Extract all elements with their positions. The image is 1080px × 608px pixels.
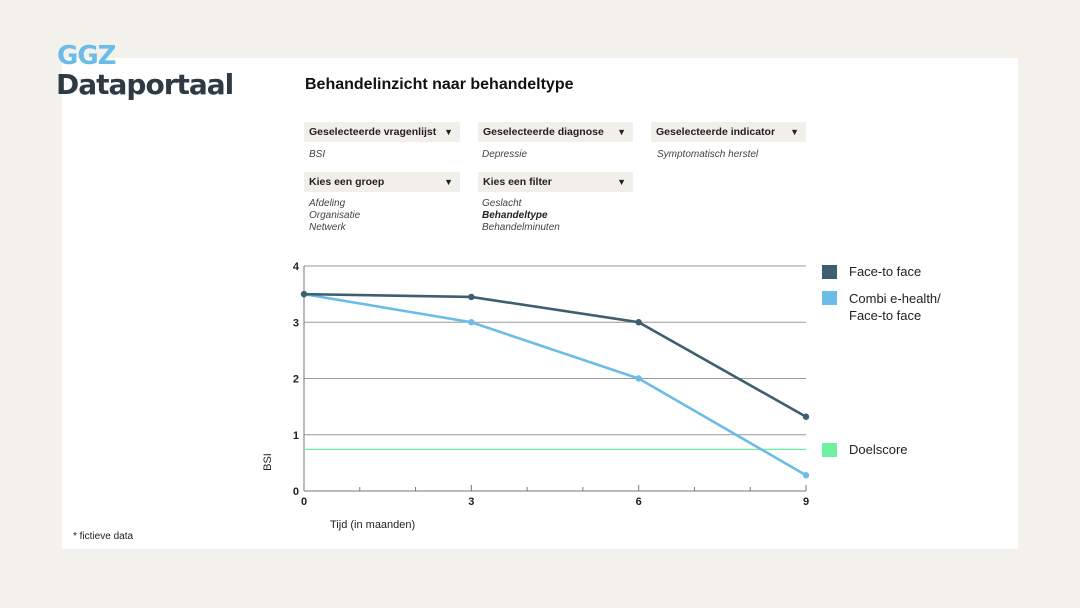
dropdown-label: Geselecteerde vragenlijst (309, 126, 437, 138)
option-behandeltype[interactable]: Behandeltype (482, 210, 560, 222)
y-tick-label: 4 (293, 261, 300, 273)
dropdown-label: Geselecteerde indicator (656, 126, 776, 138)
x-tick-label: 6 (636, 496, 642, 508)
series-line (303, 292, 807, 477)
dropdown-indicator[interactable]: Geselecteerde indicator ▼ (651, 122, 806, 142)
x-tick-label: 9 (803, 496, 809, 508)
chevron-down-icon: ▼ (790, 122, 799, 142)
option-organisatie[interactable]: Organisatie (309, 210, 361, 221)
chevron-down-icon: ▼ (617, 122, 626, 142)
data-point (468, 319, 475, 326)
y-axis-label: BSI (262, 453, 274, 471)
y-tick-label: 0 (293, 486, 299, 498)
data-point (635, 375, 642, 382)
page-title: Behandelinzicht naar behandeltype (305, 76, 574, 93)
legend-combi: Combi e-health/Face-to face (849, 290, 941, 324)
y-tick-label: 3 (293, 317, 299, 329)
data-point (802, 413, 810, 420)
selected-diagnose: Depressie (482, 149, 528, 160)
option-netwerk[interactable]: Netwerk (309, 222, 346, 233)
x-axis-label: Tijd (in maanden) (330, 519, 415, 531)
filter-options: Geslacht Behandeltype Behandelminuten (482, 198, 560, 234)
option-geslacht[interactable]: Geslacht (482, 198, 522, 209)
chevron-down-icon: ▼ (444, 122, 453, 142)
chevron-down-icon: ▼ (617, 172, 626, 192)
dropdown-filter[interactable]: Kies een filter ▼ (478, 172, 633, 192)
logo-dataportaal: Dataportaal (56, 68, 234, 101)
dropdown-vragenlijst[interactable]: Geselecteerde vragenlijst ▼ (304, 122, 460, 142)
dropdown-label: Geselecteerde diagnose (483, 126, 604, 138)
legend-swatch-face-to-face (822, 265, 837, 279)
selected-vragenlijst: BSI (309, 149, 326, 160)
legend-doelscore: Doelscore (849, 442, 908, 457)
legend-combi-line1: Combi e-health/ (849, 291, 941, 306)
legend-combi-line2: Face-to face (849, 308, 922, 323)
data-point (635, 319, 642, 326)
y-tick-label: 1 (293, 430, 299, 442)
dropdown-groep[interactable]: Kies een groep ▼ (304, 172, 460, 192)
groep-options: Afdeling Organisatie Netwerk (309, 198, 360, 234)
dropdown-label: Kies een filter (483, 176, 552, 188)
option-behandelminuten[interactable]: Behandelminuten (482, 222, 560, 233)
data-point (802, 472, 810, 479)
option-afdeling[interactable]: Afdeling (309, 198, 346, 209)
option-behandeltype-label: Behandeltype (482, 210, 548, 221)
selected-indicator: Symptomatisch herstel (657, 149, 759, 160)
logo-ggz: GGZ (57, 41, 117, 71)
x-tick-label: 0 (301, 496, 307, 508)
dropdown-diagnose[interactable]: Geselecteerde diagnose ▼ (478, 122, 633, 142)
chevron-down-icon: ▼ (444, 172, 453, 192)
footnote: * fictieve data (73, 531, 134, 542)
y-tick-label: 2 (293, 374, 299, 386)
data-point (300, 290, 308, 298)
data-point (468, 293, 475, 301)
legend-swatch-combi (822, 291, 837, 305)
legend-swatch-doelscore (822, 443, 837, 457)
series-line (303, 292, 807, 418)
legend-face-to-face: Face-to face (849, 264, 922, 279)
dropdown-label: Kies een groep (309, 176, 385, 188)
x-tick-label: 3 (468, 496, 474, 508)
